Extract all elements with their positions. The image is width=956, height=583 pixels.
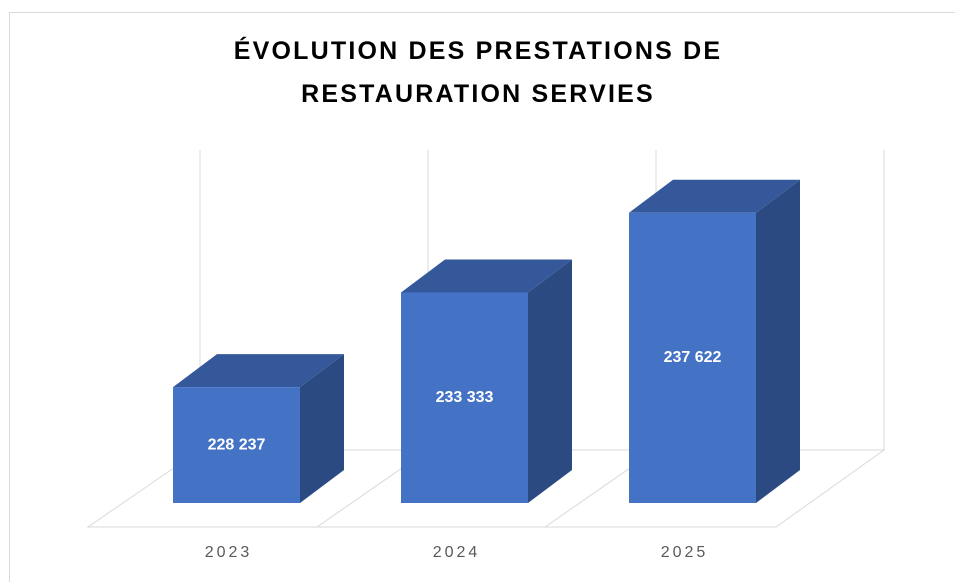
chart-title: ÉVOLUTION DES PRESTATIONS DE RESTAURATIO…: [233, 37, 723, 108]
bar: [629, 212, 756, 503]
bar-top: [401, 259, 572, 293]
floor: [86, 449, 886, 528]
bar-side: [756, 179, 800, 503]
value-label: 233 333: [436, 389, 494, 406]
bar-side: [528, 259, 572, 503]
x-tick-label: 2024: [433, 544, 481, 561]
bar: [173, 387, 300, 503]
value-label: 237 622: [664, 349, 722, 366]
bar-side: [300, 354, 344, 503]
bar-top: [629, 179, 800, 213]
bar: [401, 292, 528, 503]
bar-top: [173, 354, 344, 388]
x-tick-label: 2025: [661, 544, 709, 561]
x-tick-label: 2023: [205, 544, 253, 561]
value-label: 228 237: [208, 436, 266, 453]
chart-frame: [9, 12, 955, 582]
